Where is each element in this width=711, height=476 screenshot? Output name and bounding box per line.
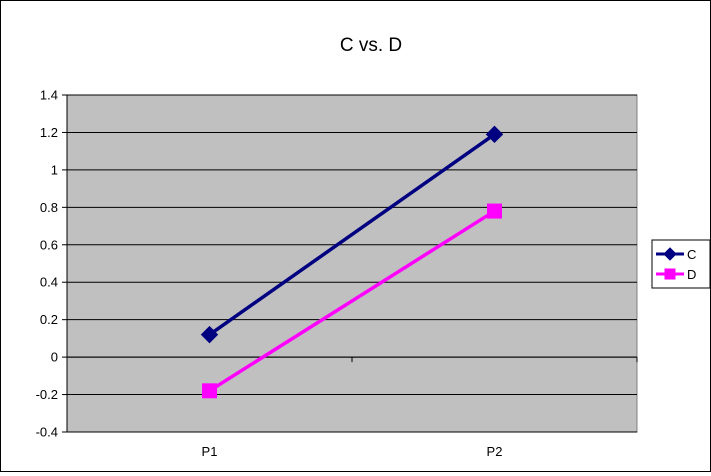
series-line-d xyxy=(208,209,496,393)
data-point-c xyxy=(200,325,219,344)
chart-title: C vs. D xyxy=(340,35,402,56)
legend-label-d: D xyxy=(687,267,696,282)
y-tick-label: 0.8 xyxy=(40,200,58,215)
y-tick-label: 1 xyxy=(51,162,58,177)
y-tick-label: 0.4 xyxy=(40,275,58,290)
data-point-d xyxy=(487,203,502,219)
y-tick-label: 0.6 xyxy=(40,237,58,252)
y-tick-label: -0.4 xyxy=(36,425,58,440)
x-tick-label: P1 xyxy=(202,444,218,459)
x-axis: P1 P2 xyxy=(66,356,638,459)
legend-marker-d xyxy=(664,268,676,280)
data-point-d xyxy=(202,383,217,399)
legend-box xyxy=(651,239,711,289)
legend: CD xyxy=(651,239,711,289)
y-tick-label: -0.2 xyxy=(36,387,58,402)
legend-label-c: C xyxy=(687,247,696,262)
x-tick-label: P2 xyxy=(487,444,503,459)
y-tick-label: 1.2 xyxy=(40,125,58,140)
series-group xyxy=(200,125,504,399)
series-line-c xyxy=(208,132,496,337)
data-point-c xyxy=(485,125,504,144)
y-tick-label: 1.4 xyxy=(40,88,58,103)
legend-marker-c xyxy=(663,247,677,261)
plot-area xyxy=(66,94,638,433)
y-axis: -0.4 -0.2 0 0.2 0.4 0.6 0.8 1 1.2 1.4 xyxy=(36,88,68,440)
y-tick-label: 0 xyxy=(51,350,58,365)
y-tick-label: 0.2 xyxy=(40,312,58,327)
